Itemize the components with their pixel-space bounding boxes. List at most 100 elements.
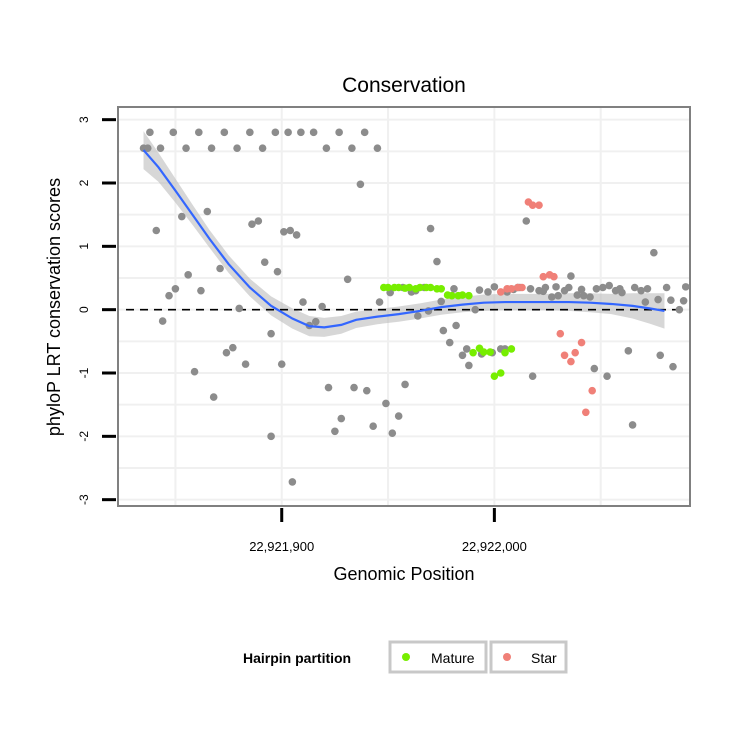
- data-point-other: [331, 427, 339, 436]
- data-point-other: [573, 291, 582, 299]
- series-star: [496, 198, 596, 417]
- series-mature: [379, 283, 516, 380]
- data-point-other: [248, 220, 256, 228]
- data-point-other: [528, 372, 537, 380]
- data-point-mature: [479, 348, 488, 356]
- data-point-other: [356, 180, 365, 189]
- data-point-other: [197, 286, 205, 295]
- data-point-other: [681, 283, 690, 291]
- data-point-star: [567, 357, 575, 366]
- y-axis-title: phyloP LRT conservation scores: [44, 178, 64, 436]
- data-point-other: [554, 291, 562, 300]
- data-point-other: [641, 298, 650, 306]
- data-point-other: [203, 207, 212, 216]
- data-point-other: [373, 144, 382, 152]
- data-point-star: [535, 201, 543, 209]
- data-point-other: [284, 128, 292, 137]
- data-point-other: [375, 298, 384, 306]
- data-point-star: [539, 272, 548, 281]
- data-point-other: [288, 478, 297, 486]
- y-tick-label: -3: [77, 494, 91, 505]
- data-point-mature: [394, 283, 403, 292]
- data-point-other: [260, 258, 269, 266]
- data-point-other: [628, 421, 637, 429]
- data-point-other: [462, 345, 471, 353]
- legend-label-mature: Mature: [431, 650, 475, 666]
- data-point-other: [152, 226, 161, 235]
- data-point-other: [552, 283, 560, 291]
- data-points: [139, 128, 690, 486]
- data-point-other: [452, 321, 460, 330]
- legend: Hairpin partition Mature Star: [243, 640, 568, 674]
- data-point-mature: [465, 291, 473, 300]
- legend-swatch-mature: [402, 653, 410, 661]
- data-point-other: [311, 317, 320, 326]
- data-point-other: [465, 361, 473, 370]
- data-point-other: [394, 412, 403, 420]
- y-tick-label: 1: [77, 243, 91, 250]
- data-point-other: [156, 144, 165, 152]
- data-point-other: [337, 414, 346, 423]
- data-point-other: [271, 128, 280, 137]
- data-point-other: [182, 144, 190, 152]
- smooth-line: [142, 149, 665, 329]
- data-point-mature: [507, 345, 516, 353]
- data-point-mature: [490, 372, 499, 380]
- data-point-mature: [437, 284, 446, 293]
- data-point-other: [143, 144, 152, 152]
- data-point-other: [190, 367, 199, 376]
- chart-title: Conservation: [342, 74, 466, 97]
- data-point-other: [679, 297, 688, 305]
- data-point-other: [388, 429, 397, 437]
- legend-title: Hairpin partition: [243, 650, 351, 666]
- legend-key-box-star: [489, 640, 568, 674]
- data-point-other: [437, 297, 446, 306]
- data-point-other: [382, 399, 390, 408]
- y-tick-label: -2: [77, 431, 91, 442]
- data-point-other: [171, 284, 180, 293]
- data-point-other: [235, 304, 244, 313]
- data-point-other: [450, 284, 458, 293]
- data-point-other: [522, 217, 531, 225]
- data-point-other: [439, 326, 448, 335]
- data-point-other: [567, 272, 575, 280]
- data-point-other: [586, 293, 594, 301]
- data-point-star: [507, 284, 516, 293]
- smooth-ribbon-layer: [126, 131, 682, 337]
- data-point-other: [273, 267, 282, 276]
- data-point-other: [650, 248, 658, 257]
- data-point-other: [662, 283, 671, 292]
- data-point-other: [348, 144, 356, 152]
- data-point-other: [547, 293, 556, 301]
- data-point-other: [280, 227, 288, 236]
- data-point-other: [216, 264, 224, 273]
- data-point-mature: [384, 283, 392, 292]
- y-tick-label: 3: [77, 116, 91, 123]
- data-point-other: [267, 432, 275, 441]
- data-point-other: [292, 231, 301, 239]
- data-point-other: [616, 284, 624, 293]
- data-point-other: [564, 283, 573, 292]
- data-point-other: [209, 393, 218, 401]
- data-point-star: [577, 338, 586, 347]
- data-point-other: [146, 128, 154, 137]
- axes: 22,921,900 22,922,000 -3 -2 -1 0 1 2 3: [77, 116, 527, 554]
- data-point-mature: [405, 283, 414, 292]
- data-point-other: [599, 283, 607, 292]
- data-point-other: [426, 224, 435, 233]
- data-point-other: [475, 286, 484, 294]
- x-axis-title: Genomic Position: [333, 564, 474, 584]
- data-point-other: [362, 386, 371, 395]
- data-point-other: [241, 360, 250, 368]
- data-point-star: [588, 386, 596, 395]
- data-point-other: [590, 364, 599, 373]
- data-point-other: [233, 144, 241, 152]
- data-point-other: [246, 128, 254, 137]
- data-point-other: [324, 383, 333, 392]
- data-point-other: [579, 291, 588, 300]
- data-point-other: [369, 422, 377, 431]
- data-point-other: [267, 329, 275, 338]
- data-point-other: [286, 226, 295, 235]
- data-point-other: [322, 144, 331, 152]
